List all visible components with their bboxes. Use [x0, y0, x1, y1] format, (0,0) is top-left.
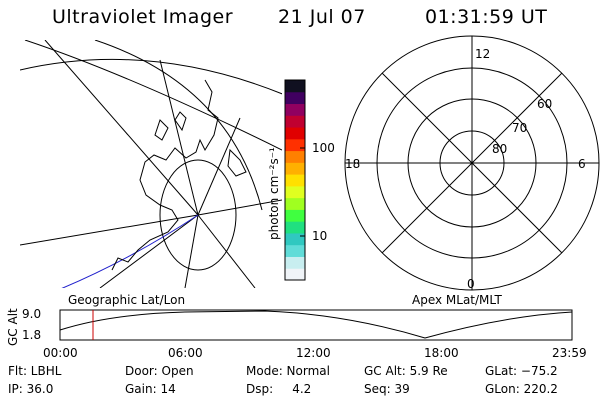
- x-tick-0600: 06:00: [168, 346, 203, 360]
- mlt-label-18: 18: [345, 157, 360, 171]
- colorbar-band: [285, 197, 305, 210]
- apex-polar-grid: [344, 35, 600, 291]
- colorbar-tick-10: 10: [312, 229, 327, 243]
- satellite-track: [61, 214, 199, 288]
- y-tick-9: 9.0: [22, 307, 41, 321]
- colorbar-band: [285, 162, 305, 175]
- colorbar-tick-100: 100: [312, 141, 335, 155]
- colorbar-band: [285, 221, 305, 234]
- instrument-title: Ultraviolet Imager: [52, 6, 234, 28]
- coastline: [174, 111, 187, 132]
- lat-label-80: 80: [492, 142, 507, 156]
- altitude-ylabel: GC Alt: [6, 308, 20, 346]
- colorbar-band: [285, 256, 305, 269]
- colorbar-band: [285, 91, 305, 105]
- meridian-line: [197, 214, 256, 288]
- lat-label-60: 60: [537, 97, 552, 111]
- apex-label: Apex MLat/MLT: [412, 293, 502, 307]
- x-tick-1800: 18:00: [424, 346, 459, 360]
- geographic-label: Geographic Lat/Lon: [68, 293, 185, 307]
- latitude-arc: [94, 40, 263, 211]
- geographic-map: [20, 40, 282, 288]
- colorbar-band: [285, 138, 305, 152]
- coastline: [154, 119, 169, 141]
- colorbar-unit-label: photon cm⁻²s⁻¹: [267, 147, 281, 240]
- mlt-label-12: 12: [475, 47, 490, 61]
- latitude-circle: [159, 159, 237, 271]
- time-label: 01:31:59 UT: [425, 6, 548, 28]
- colorbar-band: [285, 103, 305, 116]
- colorbar-band: [285, 232, 305, 246]
- mode-status: Mode: Normal: [246, 364, 330, 378]
- x-tick-2359: 23:59: [552, 346, 587, 360]
- colorbar-band: [285, 150, 305, 163]
- meridian-line: [159, 59, 199, 216]
- colorbar-band: [285, 209, 305, 222]
- x-tick-1200: 12:00: [296, 346, 331, 360]
- gc-alt-status: GC Alt: 5.9 Re: [364, 364, 448, 378]
- colorbar-band: [285, 185, 305, 199]
- dsp-status: Dsp: 4.2: [246, 382, 312, 396]
- colorbar-band: [285, 115, 305, 128]
- date-label: 21 Jul 07: [278, 6, 366, 28]
- altitude-plot-frame: [59, 309, 573, 341]
- meridian-line: [20, 199, 282, 246]
- gain-status: Gain: 14: [125, 382, 176, 396]
- glon-status: GLon: 220.2: [485, 382, 558, 396]
- colorbar-band: [285, 268, 305, 281]
- mlt-label-6: 6: [578, 157, 586, 171]
- colorbar: [285, 80, 305, 281]
- altitude-plot: [59, 309, 573, 341]
- door-status: Door: Open: [125, 364, 194, 378]
- flt-status: Flt: LBHL: [8, 364, 62, 378]
- coastline: [227, 148, 247, 177]
- colorbar-frame: [284, 79, 306, 281]
- latitude-arc: [20, 58, 282, 95]
- meridian-line: [184, 214, 199, 288]
- colorbar-band: [285, 127, 305, 140]
- ip-status: IP: 36.0: [8, 382, 54, 396]
- altitude-curve: [59, 310, 573, 339]
- colorbar-band: [285, 80, 305, 93]
- colorbar-band: [285, 174, 305, 187]
- colorbar-band: [285, 244, 305, 257]
- glat-status: GLat: −75.2: [485, 364, 558, 378]
- meridian-line: [44, 40, 199, 216]
- lat-label-70: 70: [512, 121, 527, 135]
- y-tick-1-8: 1.8: [22, 328, 41, 342]
- latitude-arc: [24, 40, 282, 151]
- meridian-line: [197, 117, 241, 216]
- coastline: [111, 79, 219, 271]
- mlt-label-0: 0: [467, 277, 475, 291]
- seq-status: Seq: 39: [364, 382, 410, 396]
- x-tick-0000: 00:00: [43, 346, 78, 360]
- meridian-line: [99, 214, 199, 288]
